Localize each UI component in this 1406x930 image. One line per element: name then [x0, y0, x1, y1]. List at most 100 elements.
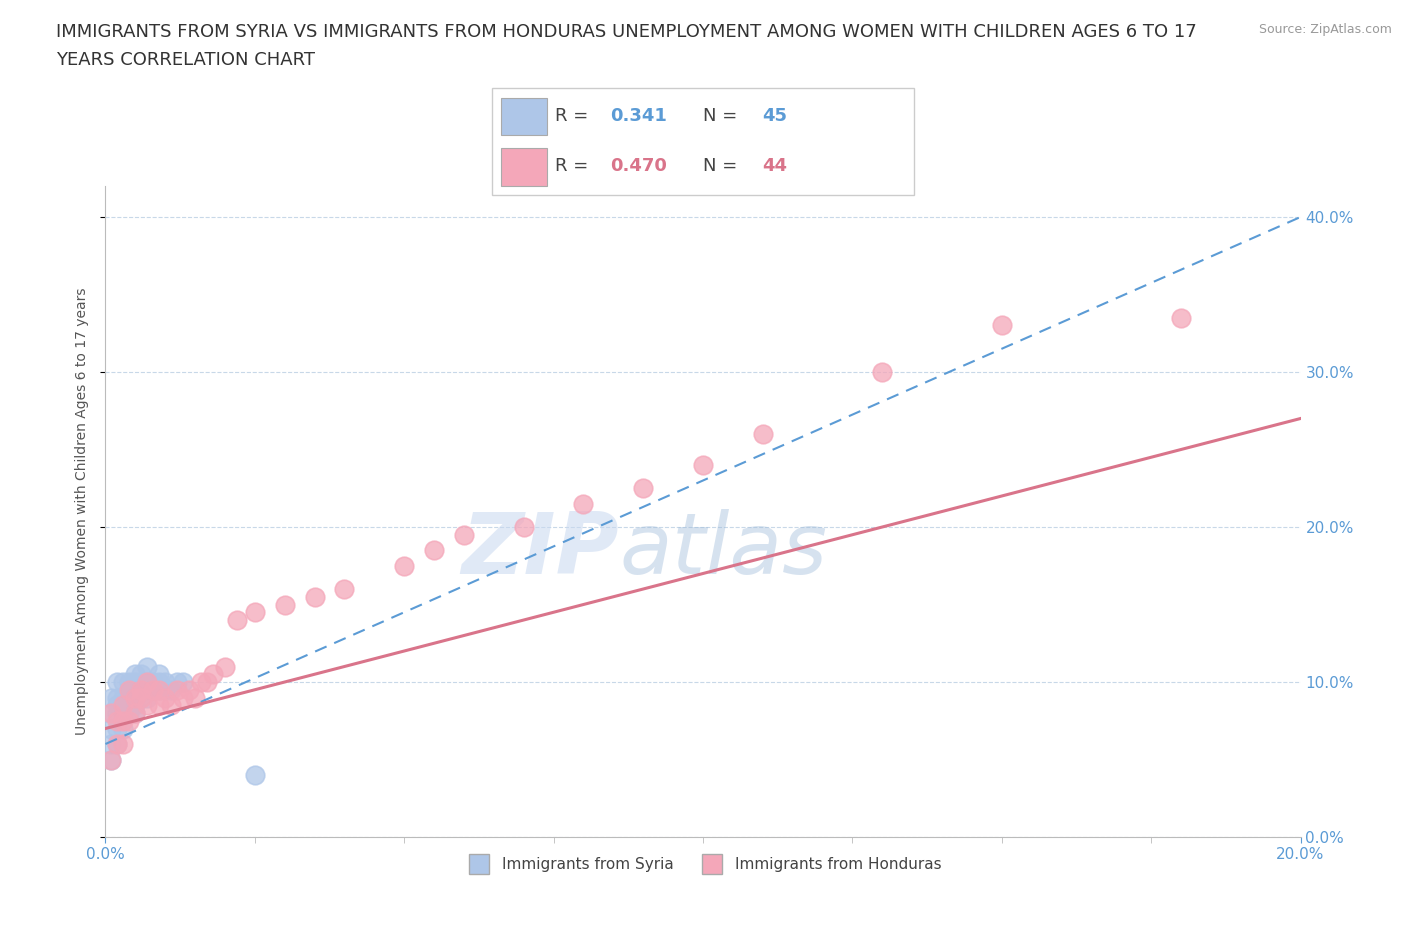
Point [100, 706, 122, 721]
Point [423, 543, 446, 558]
FancyBboxPatch shape [492, 88, 914, 195]
Point [160, 683, 183, 698]
Point [202, 667, 225, 682]
Point [751, 427, 773, 442]
Point [572, 497, 595, 512]
Point [155, 690, 177, 705]
Point [118, 683, 141, 698]
Point [633, 481, 655, 496]
Point [148, 667, 170, 682]
Point [129, 674, 153, 689]
Point [112, 674, 135, 689]
Point [118, 706, 141, 721]
Point [333, 581, 356, 596]
Point [124, 706, 146, 721]
Point [166, 674, 188, 689]
Point [124, 690, 146, 705]
Text: 0.341: 0.341 [610, 107, 666, 126]
Point [118, 713, 141, 728]
Text: R =: R = [555, 107, 595, 126]
Point [166, 683, 188, 698]
Point [172, 674, 194, 689]
Point [453, 527, 475, 542]
Point [107, 721, 129, 736]
Point [100, 706, 122, 721]
Point [107, 674, 129, 689]
Point [872, 365, 894, 379]
Point [155, 674, 177, 689]
Point [225, 613, 249, 628]
Text: 44: 44 [762, 157, 787, 176]
Point [172, 690, 194, 705]
Point [184, 690, 207, 705]
Point [100, 752, 122, 767]
Point [136, 659, 159, 674]
Text: N =: N = [703, 107, 742, 126]
Point [190, 674, 212, 689]
Point [136, 690, 159, 705]
Point [990, 318, 1012, 333]
Text: N =: N = [703, 157, 742, 176]
Point [195, 674, 218, 689]
Point [124, 683, 146, 698]
Point [394, 558, 416, 573]
Point [142, 674, 165, 689]
Point [129, 690, 153, 705]
Point [177, 683, 201, 698]
Text: IMMIGRANTS FROM SYRIA VS IMMIGRANTS FROM HONDURAS UNEMPLOYMENT AMONG WOMEN WITH : IMMIGRANTS FROM SYRIA VS IMMIGRANTS FROM… [56, 23, 1197, 41]
Text: 45: 45 [762, 107, 787, 126]
Point [136, 683, 159, 698]
Point [107, 737, 129, 751]
Point [107, 690, 129, 705]
Point [136, 674, 159, 689]
Text: 0.470: 0.470 [610, 157, 666, 176]
Point [107, 698, 129, 712]
Point [124, 667, 146, 682]
Point [112, 721, 135, 736]
Point [148, 698, 170, 712]
Point [129, 690, 153, 705]
Point [107, 737, 129, 751]
Text: R =: R = [555, 157, 595, 176]
Point [112, 698, 135, 712]
Point [243, 767, 266, 782]
Point [118, 690, 141, 705]
Point [112, 698, 135, 712]
Point [112, 706, 135, 721]
Point [142, 683, 165, 698]
Point [692, 458, 714, 472]
Point [304, 590, 326, 604]
Legend: Immigrants from Syria, Immigrants from Honduras: Immigrants from Syria, Immigrants from H… [458, 851, 948, 878]
Point [160, 698, 183, 712]
Text: Source: ZipAtlas.com: Source: ZipAtlas.com [1258, 23, 1392, 36]
Point [124, 690, 146, 705]
Point [124, 706, 146, 721]
Point [142, 683, 165, 698]
Point [214, 659, 236, 674]
Point [112, 713, 135, 728]
Point [273, 597, 295, 612]
Point [513, 520, 536, 535]
Point [129, 683, 153, 698]
Point [112, 690, 135, 705]
Point [129, 683, 153, 698]
Y-axis label: Unemployment Among Women with Children Ages 6 to 17 years: Unemployment Among Women with Children A… [76, 287, 90, 736]
Point [136, 698, 159, 712]
Point [118, 674, 141, 689]
FancyBboxPatch shape [501, 148, 547, 186]
Point [148, 683, 170, 698]
Point [100, 752, 122, 767]
Point [148, 683, 170, 698]
Text: atlas: atlas [619, 509, 827, 592]
Point [1170, 311, 1192, 325]
Point [155, 683, 177, 698]
Point [118, 683, 141, 698]
Point [124, 674, 146, 689]
FancyBboxPatch shape [501, 98, 547, 136]
Point [129, 667, 153, 682]
Point [100, 690, 122, 705]
Point [100, 721, 122, 736]
Point [100, 737, 122, 751]
Point [243, 604, 266, 619]
Point [148, 674, 170, 689]
